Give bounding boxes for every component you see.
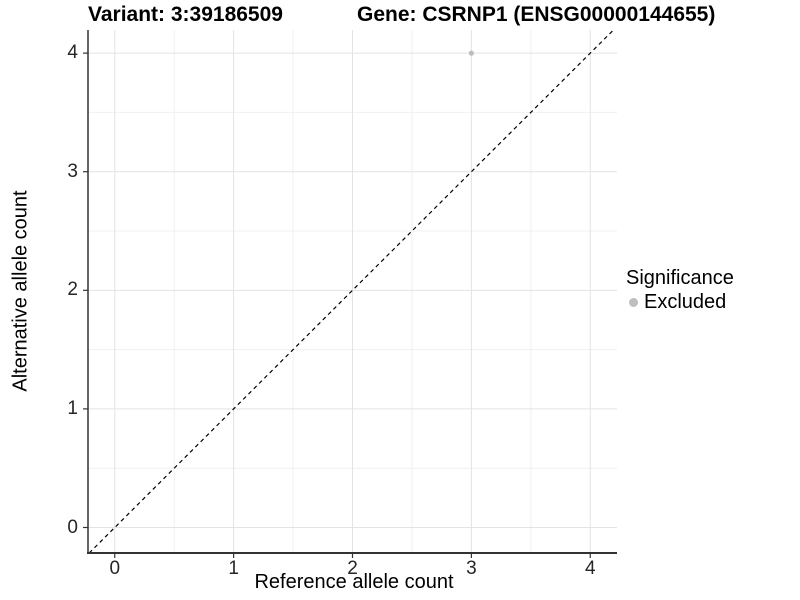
legend: Significance Excluded: [626, 267, 734, 314]
identity-reference-line: [88, 29, 614, 554]
y-tick-label: 1: [67, 397, 78, 419]
legend-title: Significance: [626, 267, 734, 289]
x-tick-label: 1: [228, 558, 239, 579]
variant-title: Variant: 3:39186509: [88, 3, 283, 26]
y-tick-label: 4: [67, 42, 78, 64]
x-tick-label: 0: [109, 558, 121, 579]
data-point: [468, 50, 474, 56]
legend-point-icon: [629, 298, 638, 307]
y-tick-label: 3: [67, 160, 78, 182]
y-axis-title: Alternative allele count: [9, 190, 32, 392]
x-tick-label: 2: [347, 558, 358, 579]
x-tick-label: 4: [584, 558, 596, 579]
plot-panel: [83, 29, 617, 558]
legend-entries: Excluded: [626, 291, 734, 314]
legend-entry: Excluded: [626, 291, 734, 314]
x-tick-label: 3: [466, 558, 477, 579]
gene-title: Gene: CSRNP1 (ENSG00000144655): [357, 3, 716, 26]
x-axis-title: Reference allele count: [254, 571, 454, 593]
y-tick-label: 2: [67, 279, 78, 301]
y-tick-label: 0: [67, 516, 78, 538]
legend-entry-label: Excluded: [644, 291, 727, 313]
